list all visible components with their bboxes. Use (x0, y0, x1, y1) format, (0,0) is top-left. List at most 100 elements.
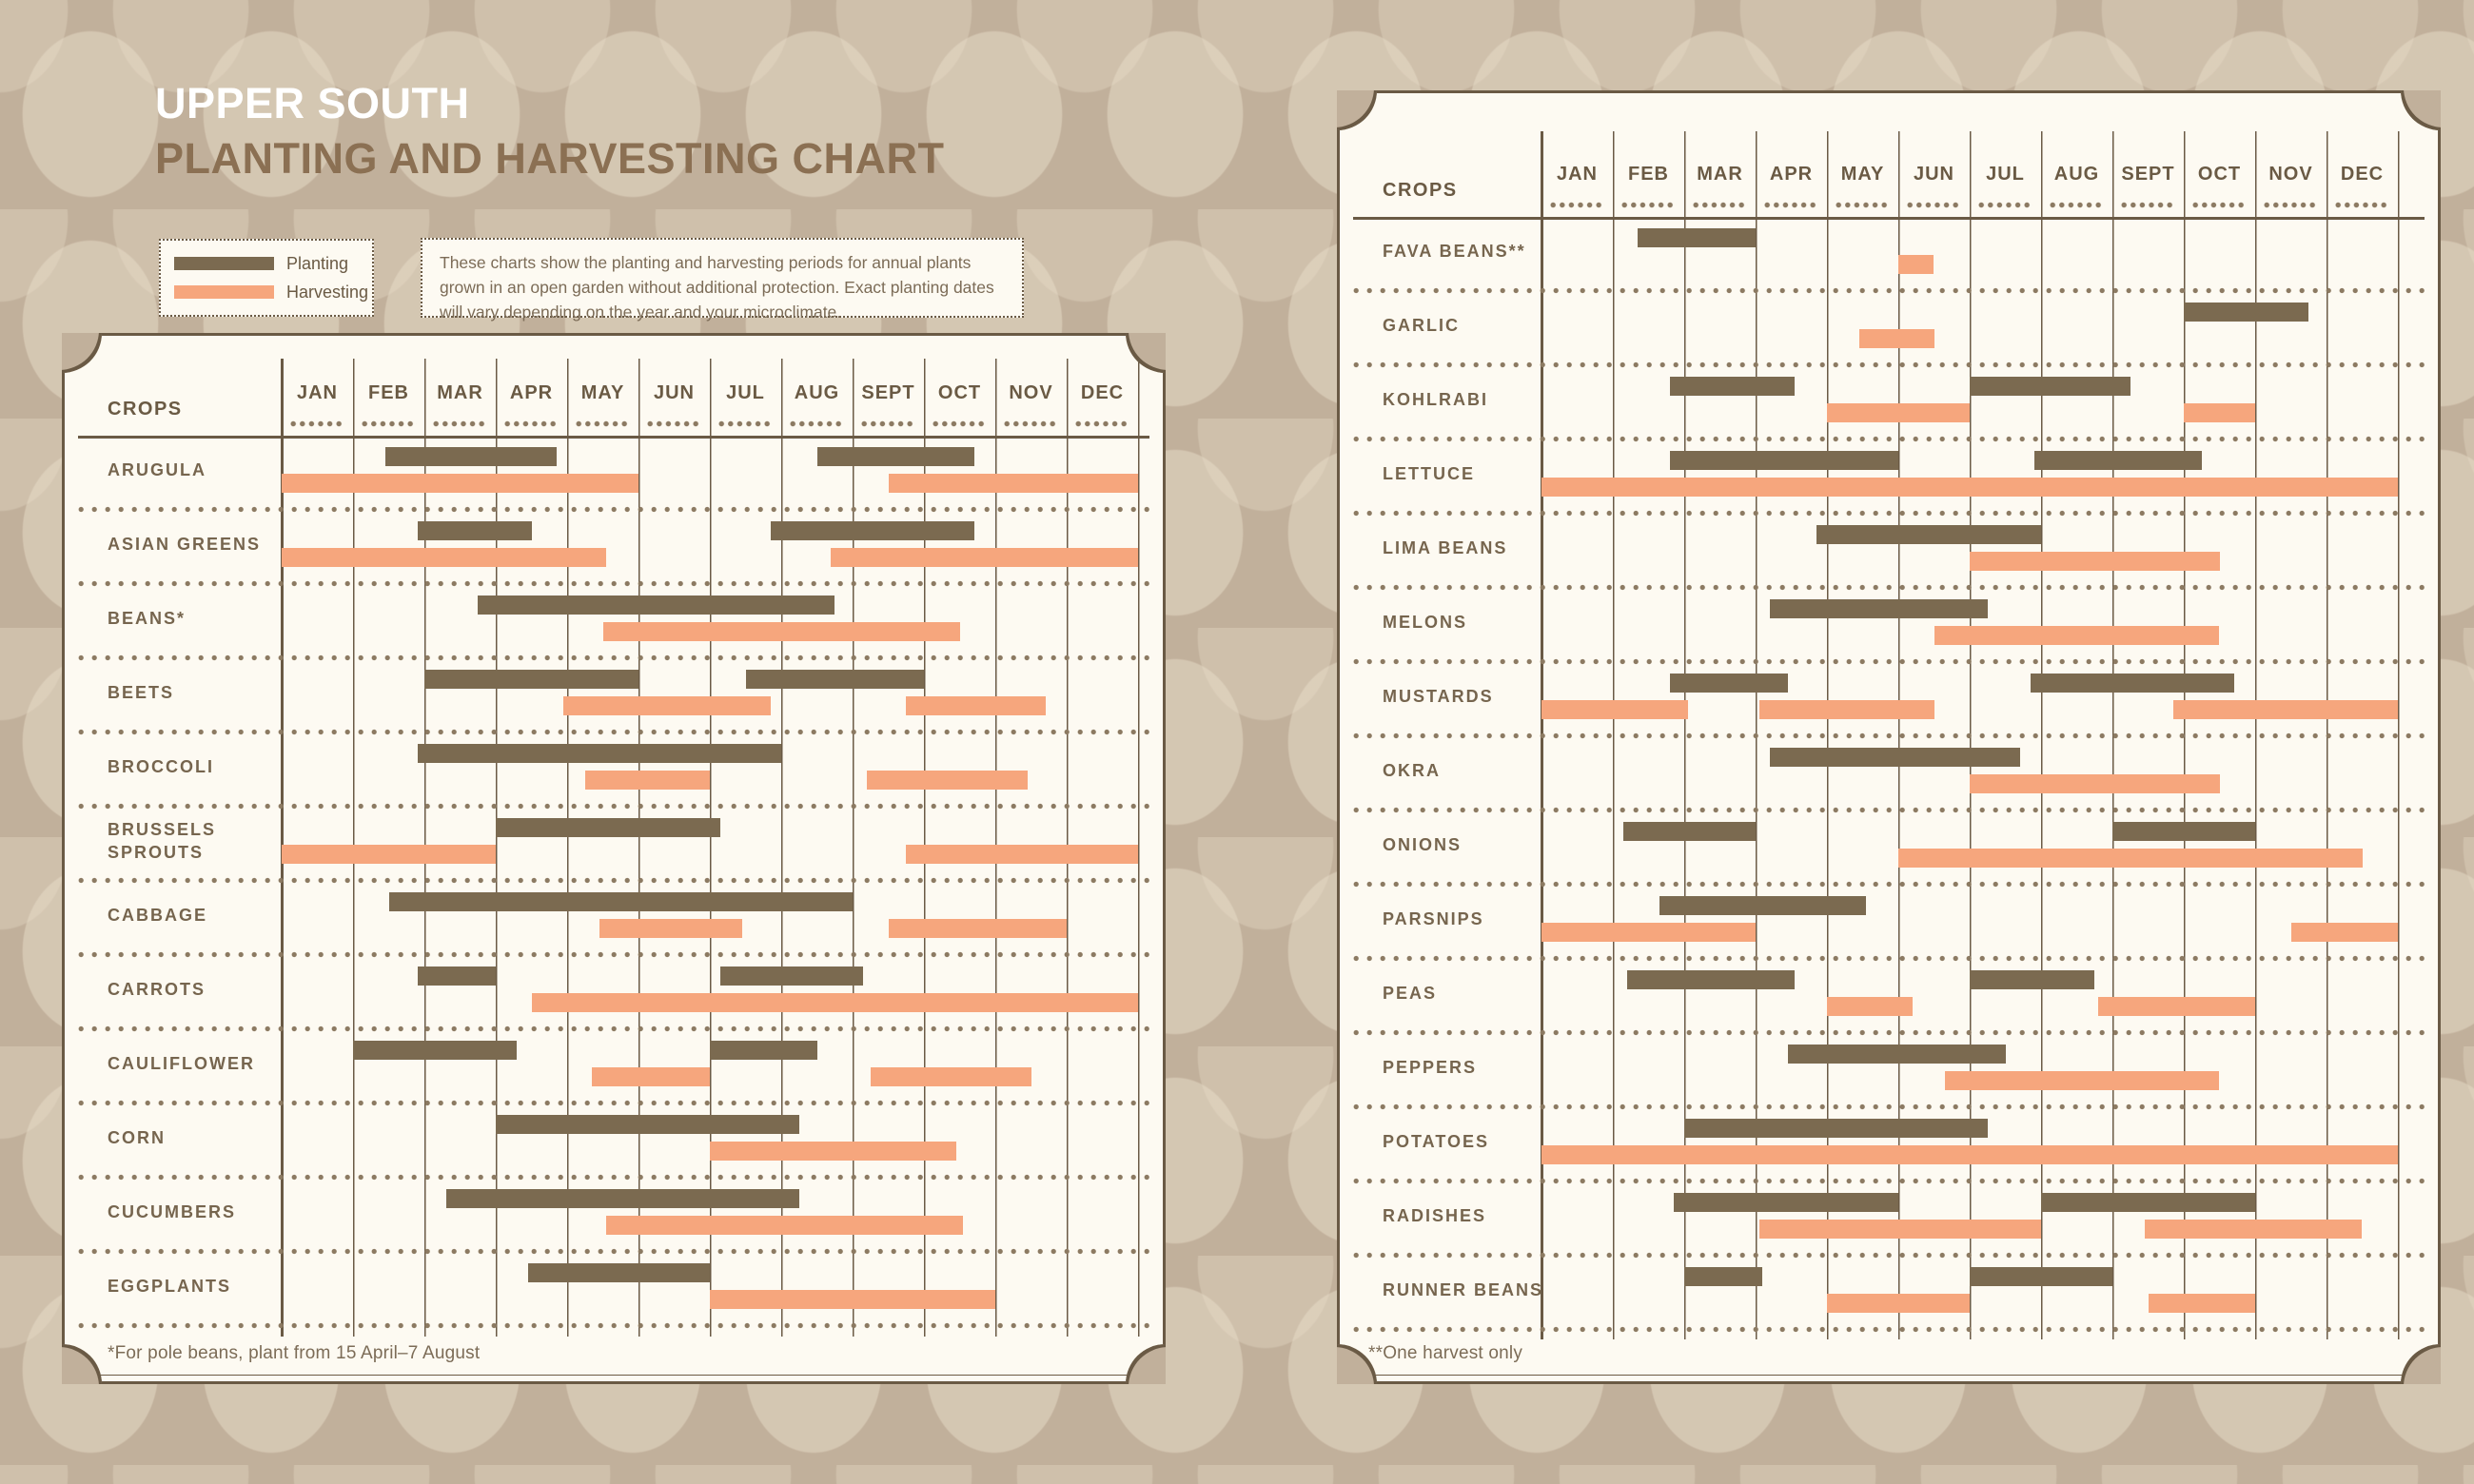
crop-timeline (282, 1255, 1138, 1329)
month-label: NOV (2268, 164, 2313, 185)
planting-bar (2184, 303, 2309, 322)
legend-row-harvesting: Harvesting (174, 283, 368, 303)
harvesting-bar (2184, 403, 2255, 422)
left-chart-header: CROPS JAN FEB MAR APR MAY JUN JUL AUG SEPT OCT NOV… (78, 336, 1149, 439)
month-dots-decoration (932, 420, 988, 427)
crop-row: CABBAGE (78, 884, 1149, 958)
crop-name-label: CARROTS (108, 979, 206, 999)
planting-bar (423, 670, 638, 689)
month-column: JUL (1970, 164, 2041, 208)
harvesting-bar (1541, 923, 1756, 942)
crop-name-label: GARLIC (1383, 315, 1460, 335)
month-label: FEB (368, 382, 409, 403)
planting-bar (1673, 1193, 1898, 1212)
month-label: MAR (1697, 164, 1743, 185)
month-label: AUG (2053, 164, 2100, 185)
month-column: OCT (924, 382, 995, 427)
crop-name-label: PARSNIPS (1383, 908, 1484, 928)
month-dots-decoration (646, 420, 702, 427)
crop-row: BROCCOLI (78, 735, 1149, 810)
right-chart: CROPS JAN FEB MAR APR MAY JUN JUL AUG SEPT OCT NOV… (1340, 93, 2438, 1381)
planting-bar (527, 1263, 710, 1282)
crop-timeline (282, 587, 1138, 661)
crop-timeline (282, 958, 1138, 1032)
month-dots-decoration (1906, 202, 1962, 208)
harvesting-bar (1970, 774, 2220, 793)
crop-name-label: ARUGULA (108, 459, 206, 479)
planting-bar (770, 521, 974, 540)
month-header-row: JAN FEB MAR APR MAY JUN JUL AUG SEPT OCT NOV DEC (1541, 164, 2398, 208)
crop-timeline (282, 1181, 1138, 1255)
crop-name-label: KOHLRABI (1383, 389, 1488, 409)
crop-name-label: MELONS (1383, 612, 1468, 632)
month-header-row: JAN FEB MAR APR MAY JUN JUL AUG SEPT OCT NOV DEC (282, 382, 1138, 427)
month-dots-decoration (575, 420, 631, 427)
crop-row: RUNNER BEANS (1353, 1259, 2425, 1333)
crop-name-label: MUSTARDS (1383, 686, 1494, 706)
crop-row: LETTUCE (1353, 442, 2425, 517)
harvesting-bar (888, 919, 1067, 938)
month-column: APR (1756, 164, 1827, 208)
left-chart-footnote: *For pole beans, plant from 15 April–7 A… (108, 1343, 481, 1363)
crops-column-header: CROPS (1383, 180, 1458, 201)
planting-bar (2111, 822, 2255, 841)
month-label: JUL (1986, 164, 2025, 185)
month-dots-decoration (432, 420, 488, 427)
harvesting-bar (531, 993, 1138, 1012)
harvesting-bar (2172, 700, 2398, 719)
planting-bar (1787, 1045, 2006, 1064)
month-label: MAY (1840, 164, 1885, 185)
page-title-subject: PLANTING AND HARVESTING CHART (155, 133, 945, 183)
crop-name-label: CUCUMBERS (108, 1201, 236, 1221)
month-label: MAY (580, 382, 625, 403)
harvesting-bar (282, 548, 607, 567)
crop-timeline (282, 735, 1138, 810)
crop-name-label: BROCCOLI (108, 756, 214, 776)
crop-name-label: RADISHES (1383, 1205, 1487, 1225)
month-dots-decoration (1763, 202, 1819, 208)
month-label: MAR (437, 382, 483, 403)
harvesting-bar (282, 845, 496, 864)
crop-name-label: BRUSSELS SPROUTS (108, 819, 217, 862)
crop-name-label: FAVA BEANS** (1383, 241, 1526, 261)
harvesting-bar (563, 696, 771, 715)
crop-row: ASIAN GREENS (78, 513, 1149, 587)
harvesting-bar (2144, 1220, 2363, 1239)
month-label: APR (509, 382, 554, 403)
crop-timeline (1541, 1184, 2398, 1259)
harvesting-bar (584, 771, 710, 790)
month-column: NOV (995, 382, 1067, 427)
crop-timeline (282, 884, 1138, 958)
crop-timeline (1541, 665, 2398, 739)
planting-bar (1683, 1119, 1988, 1138)
harvesting-bar (1944, 1071, 2220, 1090)
month-dots-decoration (1003, 420, 1059, 427)
crop-row: BRUSSELS SPROUTS (78, 810, 1149, 884)
crop-name-label: POTATOES (1383, 1131, 1490, 1151)
harvesting-bar (592, 1067, 710, 1086)
month-column: DEC (2327, 164, 2398, 208)
left-chart-rows: ARUGULA ASIAN GREENS BEANS* BEETS BROCCOLI BR… (78, 439, 1149, 1329)
page-title: UPPER SOUTH PLANTING AND HARVESTING CHAR… (155, 76, 945, 186)
month-column: JAN (282, 382, 353, 427)
month-column: DEC (1067, 382, 1138, 427)
month-column: MAY (567, 382, 638, 427)
month-column: JUN (1898, 164, 1970, 208)
harvesting-bar (870, 1067, 1031, 1086)
planting-bar (352, 1041, 518, 1060)
harvesting-bar (1858, 329, 1934, 348)
crop-row: BEANS* (78, 587, 1149, 661)
right-chart-rows: FAVA BEANS** GARLIC KOHLRABI LETTUCE LIMA BE… (1353, 220, 2425, 1333)
crop-name-label: PEAS (1383, 983, 1438, 1003)
planting-bar (1970, 970, 2095, 989)
planting-bar (445, 1189, 799, 1208)
crop-row: LIMA BEANS (1353, 517, 2425, 591)
crop-timeline (1541, 220, 2398, 294)
harvesting-bar (1898, 255, 1934, 274)
month-label: FEB (1628, 164, 1669, 185)
month-dots-decoration (2334, 202, 2390, 208)
month-dots-decoration (2263, 202, 2319, 208)
crop-timeline (1541, 517, 2398, 591)
crop-timeline (282, 513, 1138, 587)
